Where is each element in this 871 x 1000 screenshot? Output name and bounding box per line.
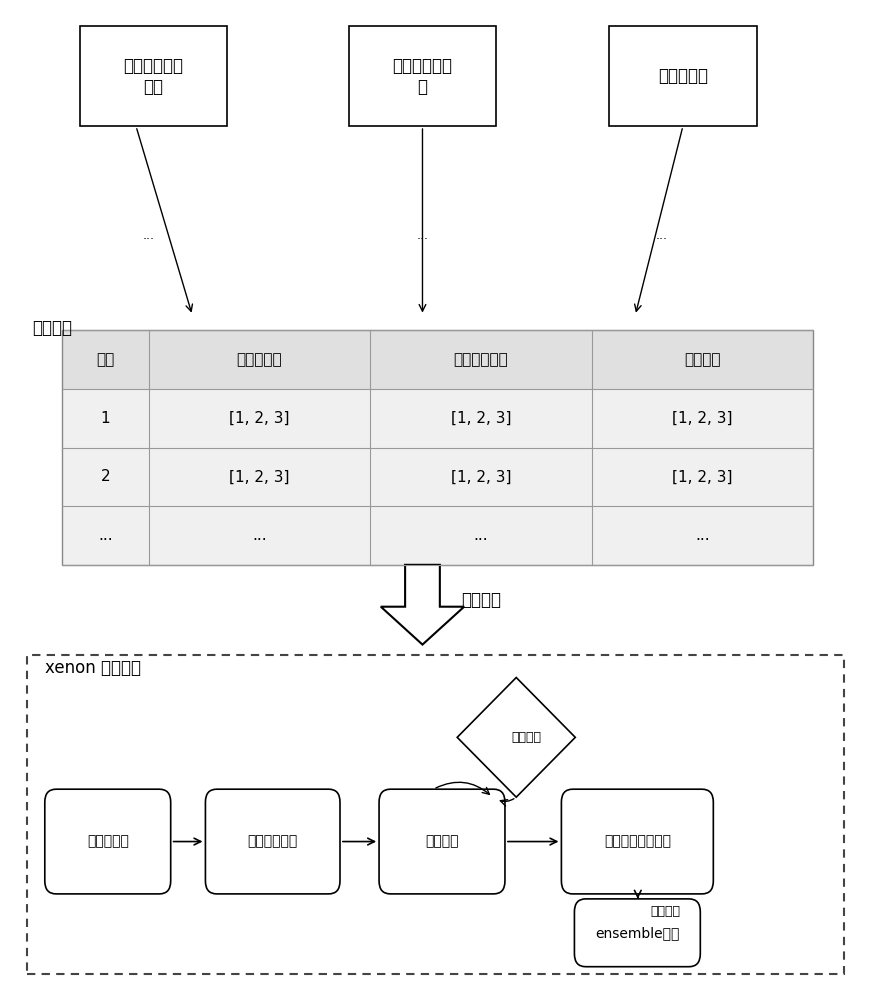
Text: 模型算法: 模型算法 xyxy=(684,352,720,367)
Text: ...: ... xyxy=(143,229,155,242)
Text: ...: ... xyxy=(655,229,667,242)
FancyBboxPatch shape xyxy=(562,789,713,894)
Bar xyxy=(609,26,757,126)
Text: ...: ... xyxy=(416,229,429,242)
Text: 超参优化: 超参优化 xyxy=(511,731,542,744)
Text: 可预测的算法模型: 可预测的算法模型 xyxy=(604,835,671,849)
Text: ...: ... xyxy=(98,528,112,543)
Text: ...: ... xyxy=(474,528,488,543)
Text: 2: 2 xyxy=(100,469,110,484)
Text: 随机采样: 随机采样 xyxy=(462,591,502,609)
Text: [1, 2, 3]: [1, 2, 3] xyxy=(450,469,511,484)
Text: 算法模型: 算法模型 xyxy=(425,835,459,849)
Polygon shape xyxy=(381,565,464,645)
Bar xyxy=(62,506,814,565)
Bar xyxy=(62,330,814,565)
FancyBboxPatch shape xyxy=(574,899,700,967)
Text: 分子矢量化方
法库: 分子矢量化方 法库 xyxy=(124,57,183,96)
Text: 特征工程方法: 特征工程方法 xyxy=(454,352,509,367)
Text: 算法模型库: 算法模型库 xyxy=(658,67,708,85)
Text: ensemble模型: ensemble模型 xyxy=(595,926,679,940)
Text: xenon 搜索过程: xenon 搜索过程 xyxy=(44,659,141,677)
Text: ...: ... xyxy=(252,528,267,543)
Text: [1, 2, 3]: [1, 2, 3] xyxy=(229,411,289,426)
Text: 特征工程方法
库: 特征工程方法 库 xyxy=(393,57,452,96)
Text: 投票集成: 投票集成 xyxy=(651,905,681,918)
FancyBboxPatch shape xyxy=(206,789,340,894)
Bar xyxy=(79,26,227,126)
Text: [1, 2, 3]: [1, 2, 3] xyxy=(229,469,289,484)
Bar xyxy=(27,655,844,974)
Bar xyxy=(348,26,496,126)
Text: 搜索空间: 搜索空间 xyxy=(31,319,71,337)
FancyBboxPatch shape xyxy=(379,789,505,894)
FancyBboxPatch shape xyxy=(44,789,171,894)
Text: ...: ... xyxy=(695,528,710,543)
Bar xyxy=(62,448,814,506)
Text: 特征工程组合: 特征工程组合 xyxy=(247,835,298,849)
Text: 1: 1 xyxy=(100,411,110,426)
Polygon shape xyxy=(457,678,575,797)
Text: [1, 2, 3]: [1, 2, 3] xyxy=(672,469,733,484)
Text: [1, 2, 3]: [1, 2, 3] xyxy=(672,411,733,426)
Text: 矢量化特征: 矢量化特征 xyxy=(237,352,282,367)
Text: [1, 2, 3]: [1, 2, 3] xyxy=(450,411,511,426)
Text: 索引: 索引 xyxy=(96,352,114,367)
Bar xyxy=(62,330,814,389)
Text: 矢量化组合: 矢量化组合 xyxy=(87,835,129,849)
Bar xyxy=(62,389,814,448)
